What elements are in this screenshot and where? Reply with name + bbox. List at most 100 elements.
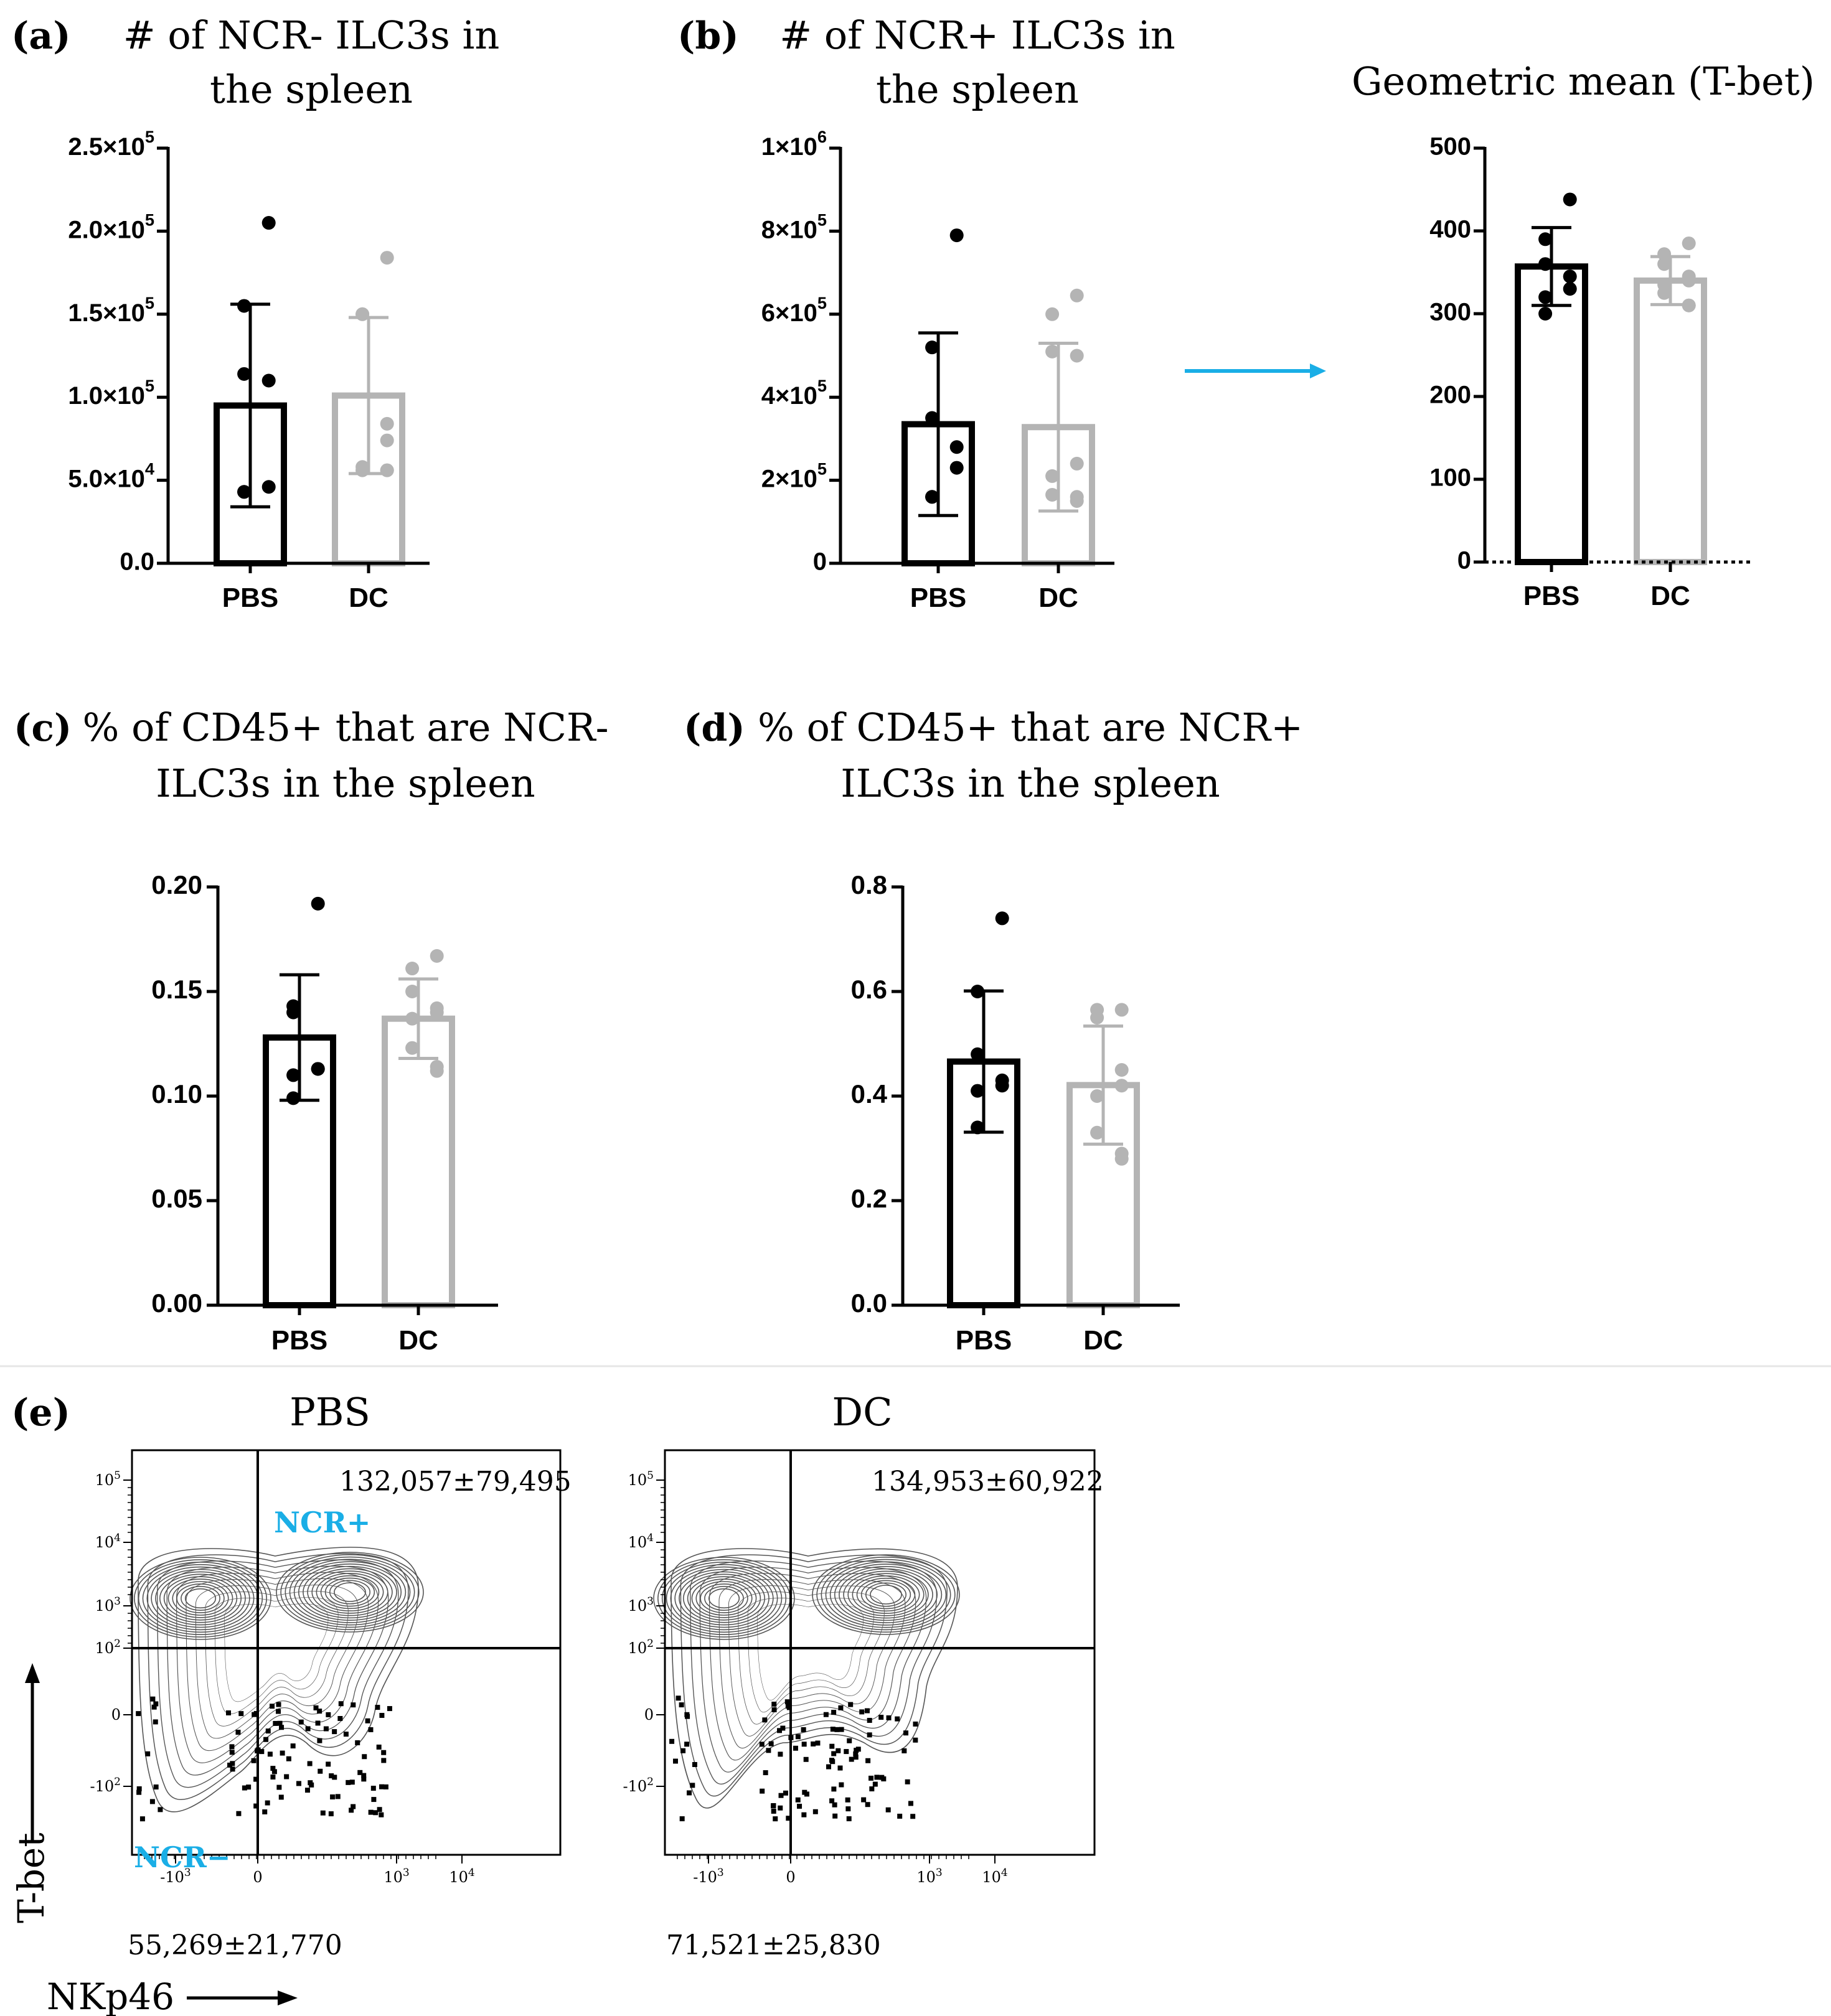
outlier-point	[335, 1794, 341, 1799]
flow-x-tick-label: 104	[449, 1867, 474, 1886]
outlier-point	[861, 1797, 867, 1803]
outlier-point	[346, 1779, 351, 1785]
y-tick-label: 400	[1429, 216, 1471, 243]
outlier-point	[262, 1809, 268, 1815]
data-point	[237, 485, 252, 499]
panel-b-title-line2: the spleen	[876, 67, 1079, 112]
contour	[303, 1565, 397, 1619]
flow-y-tick-label: 105	[628, 1470, 654, 1489]
outlier-point	[315, 1720, 321, 1726]
outlier-point	[236, 1811, 242, 1816]
outlier-point	[867, 1732, 872, 1738]
outlier-point	[837, 1765, 843, 1771]
contour	[671, 1548, 958, 1809]
flow-pbs-ncr-pos-label: NCR+	[274, 1506, 370, 1539]
outlier-point	[853, 1755, 859, 1760]
chart-d: 0.0 0.2 0.4 0.6 0.8 PBS DC	[851, 870, 1180, 1356]
outlier-point	[290, 1743, 296, 1749]
data-point	[1045, 307, 1060, 321]
outlier-point	[376, 1744, 382, 1750]
flow-x-tick-label: 0	[786, 1868, 795, 1886]
flow-y-tick-label: 104	[628, 1532, 654, 1551]
data-point	[380, 416, 394, 431]
contour	[699, 1567, 927, 1773]
contour	[695, 1581, 753, 1616]
flow-dc-top-count: 134,953±60,922	[872, 1466, 1104, 1498]
outlier-point	[886, 1715, 892, 1720]
data-point	[237, 299, 252, 313]
flow-pbs-ncr-neg-label: NCR−	[134, 1840, 230, 1874]
contour	[666, 1564, 783, 1633]
outlier-point	[865, 1758, 871, 1763]
outlier-point	[780, 1725, 786, 1731]
flow-x-tick-label: -103	[693, 1867, 723, 1886]
panel-c-letter: (c)	[14, 706, 72, 750]
contour	[708, 1588, 740, 1609]
flow-x-tick-label: 103	[384, 1867, 409, 1886]
data-point	[380, 463, 394, 477]
outlier-point	[265, 1728, 271, 1734]
data-point	[1657, 247, 1672, 261]
flow-y-tick-label: 102	[628, 1638, 654, 1657]
outlier-point	[901, 1748, 907, 1753]
panel-d-letter: (d)	[684, 706, 745, 750]
outlier-point	[835, 1748, 841, 1753]
data-point	[261, 373, 276, 388]
data-point	[1538, 257, 1553, 271]
contour-lines	[653, 1548, 960, 1809]
outlier-point	[158, 1807, 163, 1812]
outlier-point	[910, 1814, 916, 1819]
outlier-point	[669, 1738, 675, 1744]
contour	[865, 1582, 907, 1607]
outlier-point	[675, 1695, 681, 1701]
outlier-point	[895, 1716, 900, 1722]
outlier-point	[795, 1797, 801, 1803]
contour	[205, 1591, 349, 1727]
outlier-point	[859, 1709, 865, 1715]
outlier-point	[778, 1751, 783, 1757]
outlier-point	[280, 1750, 285, 1756]
contour	[184, 1588, 217, 1609]
outlier-point	[885, 1807, 891, 1812]
outlier-point	[831, 1751, 837, 1756]
outlier-point	[766, 1748, 771, 1753]
data-point	[1090, 1125, 1104, 1140]
contour	[870, 1585, 902, 1605]
outlier-point	[848, 1702, 854, 1707]
outlier-point	[802, 1789, 807, 1795]
outlier-point	[872, 1781, 878, 1787]
x-tick-label: PBS	[910, 583, 966, 613]
y-tick-label: 0.6	[851, 975, 887, 1004]
outlier-point	[368, 1809, 374, 1815]
outlier-point	[355, 1740, 360, 1746]
outlier-point	[308, 1780, 313, 1786]
outlier-point	[276, 1709, 281, 1714]
outlier-point	[864, 1708, 870, 1714]
flow-y-tick-label: 0	[111, 1706, 121, 1723]
flow-pbs-bottom-count: 55,269±21,770	[128, 1929, 342, 1961]
y-tick-label: 0.8	[851, 870, 887, 899]
contour	[195, 1585, 359, 1739]
outlier-point	[279, 1725, 285, 1730]
contour	[329, 1580, 370, 1605]
outlier-point	[229, 1750, 235, 1755]
contour	[134, 1559, 267, 1638]
x-tick-label: PBS	[956, 1325, 1012, 1356]
x-tick-label: DC	[1038, 583, 1078, 613]
outlier-point	[379, 1812, 384, 1817]
outlier-point	[276, 1784, 282, 1790]
outlier-point	[273, 1720, 278, 1726]
y-tick-label: 1×106	[761, 127, 827, 160]
contour	[700, 1583, 748, 1613]
outlier-point	[778, 1805, 783, 1811]
data-point	[1682, 273, 1696, 288]
flow-x-tick-label: 0	[253, 1868, 262, 1886]
outlier-point	[381, 1750, 387, 1755]
outlier-point	[839, 1782, 844, 1788]
y-tick-label: 2.5×105	[68, 127, 154, 160]
data-point	[1538, 290, 1553, 304]
y-tick-label: 0	[1457, 547, 1471, 574]
y-tick-label: 1.0×105	[68, 376, 154, 409]
panel-a-title-line1: # of NCR- ILC3s in	[123, 12, 500, 58]
contour	[176, 1572, 379, 1763]
